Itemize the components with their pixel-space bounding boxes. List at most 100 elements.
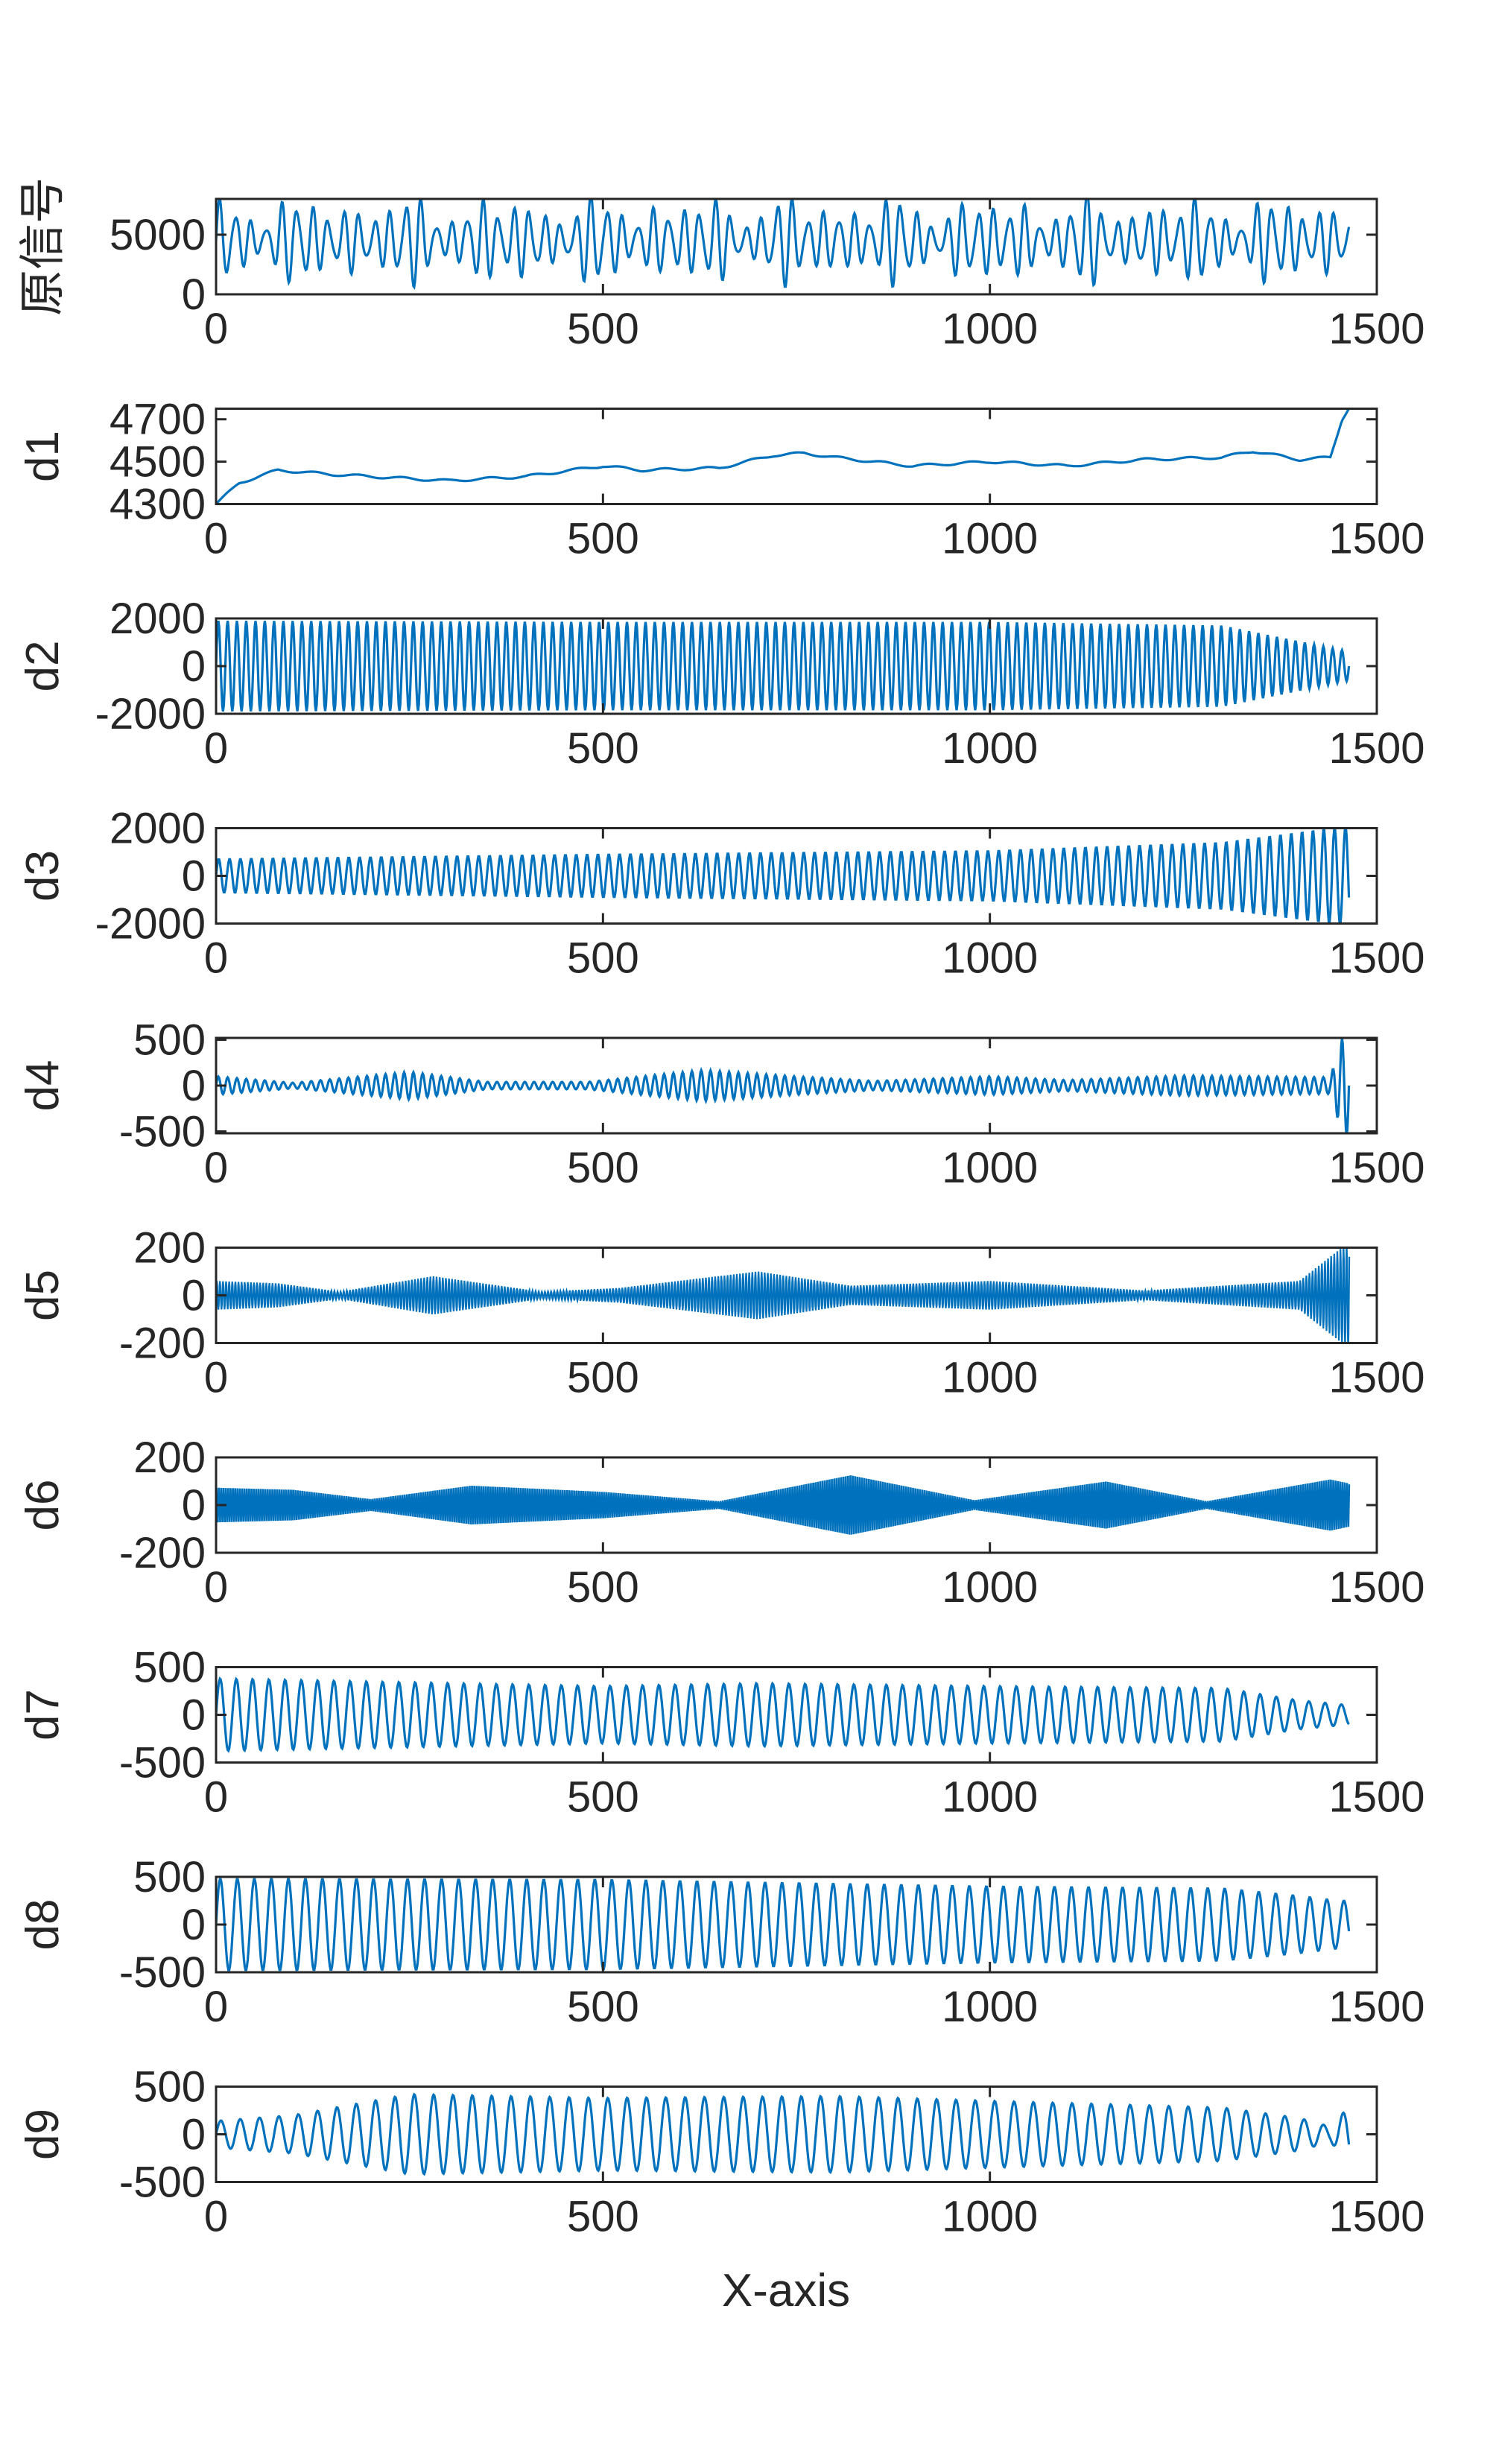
y-axis-label: 原信号 <box>17 177 69 316</box>
x-tick-label: 0 <box>204 724 228 773</box>
x-tick-label: 1500 <box>1328 2193 1424 2241</box>
y-tick-label: 0 <box>182 1481 206 1530</box>
y-tick-label: 0 <box>182 270 206 319</box>
y-tick-label: 0 <box>182 1901 206 1949</box>
x-tick-label: 1500 <box>1328 1354 1424 1402</box>
y-tick-label: 500 <box>133 1644 206 1692</box>
x-tick-label: 0 <box>204 1563 228 1612</box>
x-tick-label: 500 <box>567 934 639 983</box>
series-line <box>216 828 1351 924</box>
series-line <box>216 1878 1351 1971</box>
y-tick-label: -200 <box>119 1320 206 1368</box>
series-line <box>216 1676 1350 1753</box>
y-tick-label: 2000 <box>110 805 206 853</box>
x-tick-label: 500 <box>567 724 639 773</box>
x-tick-label: 500 <box>567 1144 639 1192</box>
y-tick-label: -2000 <box>95 900 206 948</box>
x-tick-label: 1000 <box>942 1773 1038 1822</box>
series-line <box>216 1475 1351 1535</box>
x-tick-label: 500 <box>567 2193 639 2241</box>
y-axis-label: d6 <box>17 1480 69 1531</box>
x-tick-label: 1000 <box>942 1354 1038 1402</box>
x-tick-label: 1000 <box>942 1144 1038 1192</box>
y-tick-label: 0 <box>182 1062 206 1110</box>
x-tick-label: 0 <box>204 515 228 563</box>
x-tick-label: 0 <box>204 1983 228 2031</box>
y-axis-label: d7 <box>17 1689 69 1741</box>
y-tick-label: -500 <box>119 1108 206 1156</box>
x-tick-label: 500 <box>567 1773 639 1822</box>
x-tick-label: 1500 <box>1328 1773 1424 1822</box>
x-tick-label: 0 <box>204 934 228 983</box>
y-axis-label: d4 <box>17 1060 69 1112</box>
y-tick-label: 0 <box>182 2111 206 2159</box>
y-tick-label: 500 <box>133 2063 206 2112</box>
x-tick-label: 1000 <box>942 1983 1038 2031</box>
x-tick-label: 500 <box>567 1563 639 1612</box>
y-axis-label: d8 <box>17 1899 69 1951</box>
y-tick-label: 0 <box>182 1272 206 1320</box>
axes-box <box>215 408 1378 505</box>
x-tick-label: 500 <box>567 1983 639 2031</box>
series-line <box>216 620 1351 712</box>
series-line <box>216 408 1350 504</box>
y-tick-label: 0 <box>182 1691 206 1740</box>
series-line <box>216 2092 1351 2176</box>
x-tick-label: 1000 <box>942 2193 1038 2241</box>
y-tick-label: 0 <box>182 642 206 691</box>
y-axis-label: d3 <box>17 850 69 902</box>
x-tick-label: 1000 <box>942 934 1038 983</box>
y-tick-label: 4700 <box>110 396 206 444</box>
series-line <box>216 1038 1351 1133</box>
series-line <box>216 1247 1351 1343</box>
x-tick-label: 1500 <box>1328 305 1424 353</box>
x-tick-label: 1500 <box>1328 1983 1424 2031</box>
y-tick-label: 5000 <box>110 211 206 259</box>
y-axis-label: d9 <box>17 2109 69 2160</box>
y-tick-label: -200 <box>119 1529 206 1577</box>
x-tick-label: 1000 <box>942 1563 1038 1612</box>
y-tick-label: 2000 <box>110 595 206 643</box>
x-axis-label: X-axis <box>722 2265 850 2316</box>
y-tick-label: -2000 <box>95 690 206 738</box>
y-tick-label: 500 <box>133 1016 206 1064</box>
axes-box <box>215 197 1378 296</box>
y-tick-label: 4300 <box>110 481 206 529</box>
x-tick-label: 0 <box>204 305 228 353</box>
x-tick-label: 0 <box>204 2193 228 2241</box>
x-tick-label: 1500 <box>1328 934 1424 983</box>
x-tick-label: 1000 <box>942 305 1038 353</box>
x-tick-label: 1500 <box>1328 1563 1424 1612</box>
x-tick-label: 0 <box>204 1773 228 1822</box>
x-tick-label: 500 <box>567 305 639 353</box>
x-tick-label: 1000 <box>942 515 1038 563</box>
y-tick-label: 0 <box>182 852 206 901</box>
subplot-1: 0 500 1000 1500 0 5000 原信号 <box>17 177 1425 353</box>
x-tick-label: 0 <box>204 1354 228 1402</box>
x-tick-label: 1500 <box>1328 724 1424 773</box>
series-line <box>216 199 1351 290</box>
y-axis-label: d5 <box>17 1270 69 1321</box>
x-tick-label: 1500 <box>1328 515 1424 563</box>
y-axis-label: d2 <box>17 641 69 692</box>
y-tick-label: -500 <box>119 1948 206 1997</box>
y-tick-label: 500 <box>133 1853 206 1901</box>
y-axis-label: d1 <box>17 431 69 482</box>
y-tick-label: 4500 <box>110 438 206 487</box>
y-tick-label: 200 <box>133 1434 206 1482</box>
x-tick-label: 500 <box>567 515 639 563</box>
x-tick-label: 500 <box>567 1354 639 1402</box>
y-tick-label: -500 <box>119 1739 206 1787</box>
y-tick-label: -500 <box>119 2159 206 2207</box>
